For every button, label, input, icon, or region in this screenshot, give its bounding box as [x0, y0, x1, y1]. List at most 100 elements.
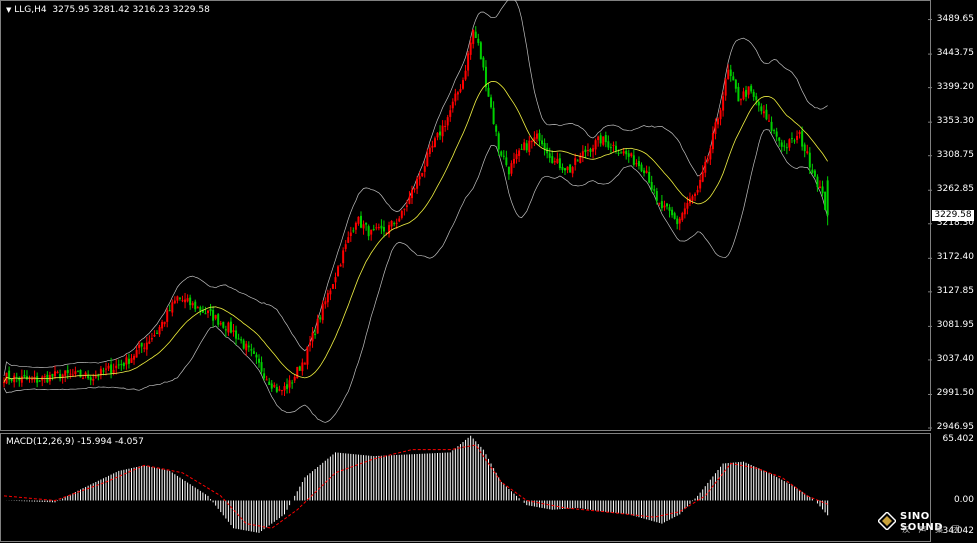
- candle-body: [8, 370, 11, 380]
- candle-body: [372, 229, 375, 231]
- candle-body: [237, 338, 240, 340]
- candle-body: [232, 330, 235, 333]
- candle-body: [752, 91, 755, 97]
- price-tick-label: 3172.40: [936, 252, 974, 263]
- candle-body: [813, 170, 816, 177]
- candle-body: [477, 38, 480, 43]
- candle-body: [747, 86, 750, 95]
- candle-body: [273, 384, 276, 387]
- price-tick-label: 3081.95: [936, 320, 974, 331]
- candle-body: [515, 154, 518, 160]
- logo-subtitle: 汉 声 集 团: [902, 525, 963, 534]
- price-tick-label: 3353.30: [936, 116, 974, 127]
- candle-body: [25, 376, 28, 380]
- candle-body: [186, 298, 189, 302]
- candle-body: [803, 144, 806, 152]
- candle-body: [637, 161, 640, 167]
- candle-body: [711, 133, 714, 150]
- candle-body: [783, 145, 786, 147]
- candle-body: [612, 144, 615, 146]
- candle-body: [357, 216, 360, 224]
- price-panel-frame: [0, 0, 931, 431]
- candle-body: [204, 313, 207, 315]
- candle-body: [293, 376, 296, 381]
- candle-body: [571, 167, 574, 174]
- candle-body: [451, 101, 454, 109]
- candle-body: [66, 370, 69, 374]
- candle-body: [418, 176, 421, 180]
- candle-body: [449, 110, 452, 117]
- candle-body: [436, 132, 439, 138]
- candle-body: [382, 227, 385, 232]
- candle-body: [201, 310, 204, 313]
- candle-body: [490, 97, 493, 108]
- candle-body: [487, 87, 490, 97]
- candle-body: [31, 378, 34, 380]
- candle-body: [676, 218, 679, 225]
- candle-body: [750, 85, 753, 92]
- candle-body: [416, 178, 419, 189]
- candle-body: [87, 374, 90, 379]
- collapse-arrow-icon[interactable]: ▼: [6, 6, 12, 14]
- candle-body: [739, 99, 742, 101]
- candle-body: [602, 136, 605, 145]
- candle-body: [298, 366, 301, 371]
- candle-body: [173, 300, 176, 304]
- candle-body: [456, 92, 459, 95]
- candle-body: [607, 141, 610, 148]
- candle-body: [729, 69, 732, 77]
- candle-body: [801, 130, 804, 147]
- candle-body: [459, 89, 462, 92]
- candle-body: [671, 209, 674, 216]
- candle-body: [263, 373, 266, 379]
- candle-body: [405, 205, 408, 208]
- candle-body: [454, 93, 457, 102]
- candle-body: [102, 370, 105, 372]
- logo-name: SINO SOUND: [900, 511, 943, 533]
- candle-body: [158, 327, 161, 335]
- candle-body: [209, 308, 212, 312]
- candle-body: [140, 342, 143, 347]
- candle-body: [745, 89, 748, 97]
- candle-body: [56, 371, 59, 374]
- candle-body: [778, 137, 781, 141]
- candle-body: [666, 203, 668, 207]
- price-tick-label: 3262.85: [936, 184, 974, 195]
- candle-body: [492, 107, 495, 125]
- symbol-label: LLG,H4: [14, 5, 47, 15]
- candle-body: [518, 150, 521, 156]
- candle-body: [541, 140, 544, 145]
- candle-body: [163, 321, 166, 325]
- candle-body: [20, 376, 23, 383]
- candle-body: [411, 189, 413, 199]
- bollinger-middle-line: [3, 81, 828, 383]
- candle-body: [166, 310, 169, 322]
- candle-body: [704, 161, 707, 173]
- candle-body: [484, 66, 487, 88]
- candle-body: [23, 374, 26, 377]
- candle-body: [130, 358, 133, 363]
- candle-body: [788, 139, 791, 148]
- candle-body: [737, 86, 740, 102]
- candle-body: [413, 188, 416, 190]
- candle-body: [288, 380, 291, 388]
- candle-body: [168, 310, 171, 312]
- candle-body: [421, 172, 424, 177]
- candle-body: [145, 342, 148, 350]
- candle-body: [479, 42, 482, 60]
- candle-body: [82, 377, 85, 379]
- candle-body: [377, 227, 380, 229]
- candle-body: [663, 205, 666, 208]
- candle-body: [319, 317, 322, 320]
- candle-body: [645, 170, 648, 173]
- price-tick-label: 3489.65: [936, 13, 974, 24]
- candle-body: [395, 222, 398, 224]
- candle-body: [673, 213, 676, 219]
- candle-body: [324, 301, 327, 305]
- candle-body: [727, 69, 730, 80]
- candle-body: [43, 376, 46, 378]
- candle-body: [576, 160, 579, 162]
- bollinger-lower-line: [3, 129, 828, 423]
- candle-body: [110, 364, 113, 374]
